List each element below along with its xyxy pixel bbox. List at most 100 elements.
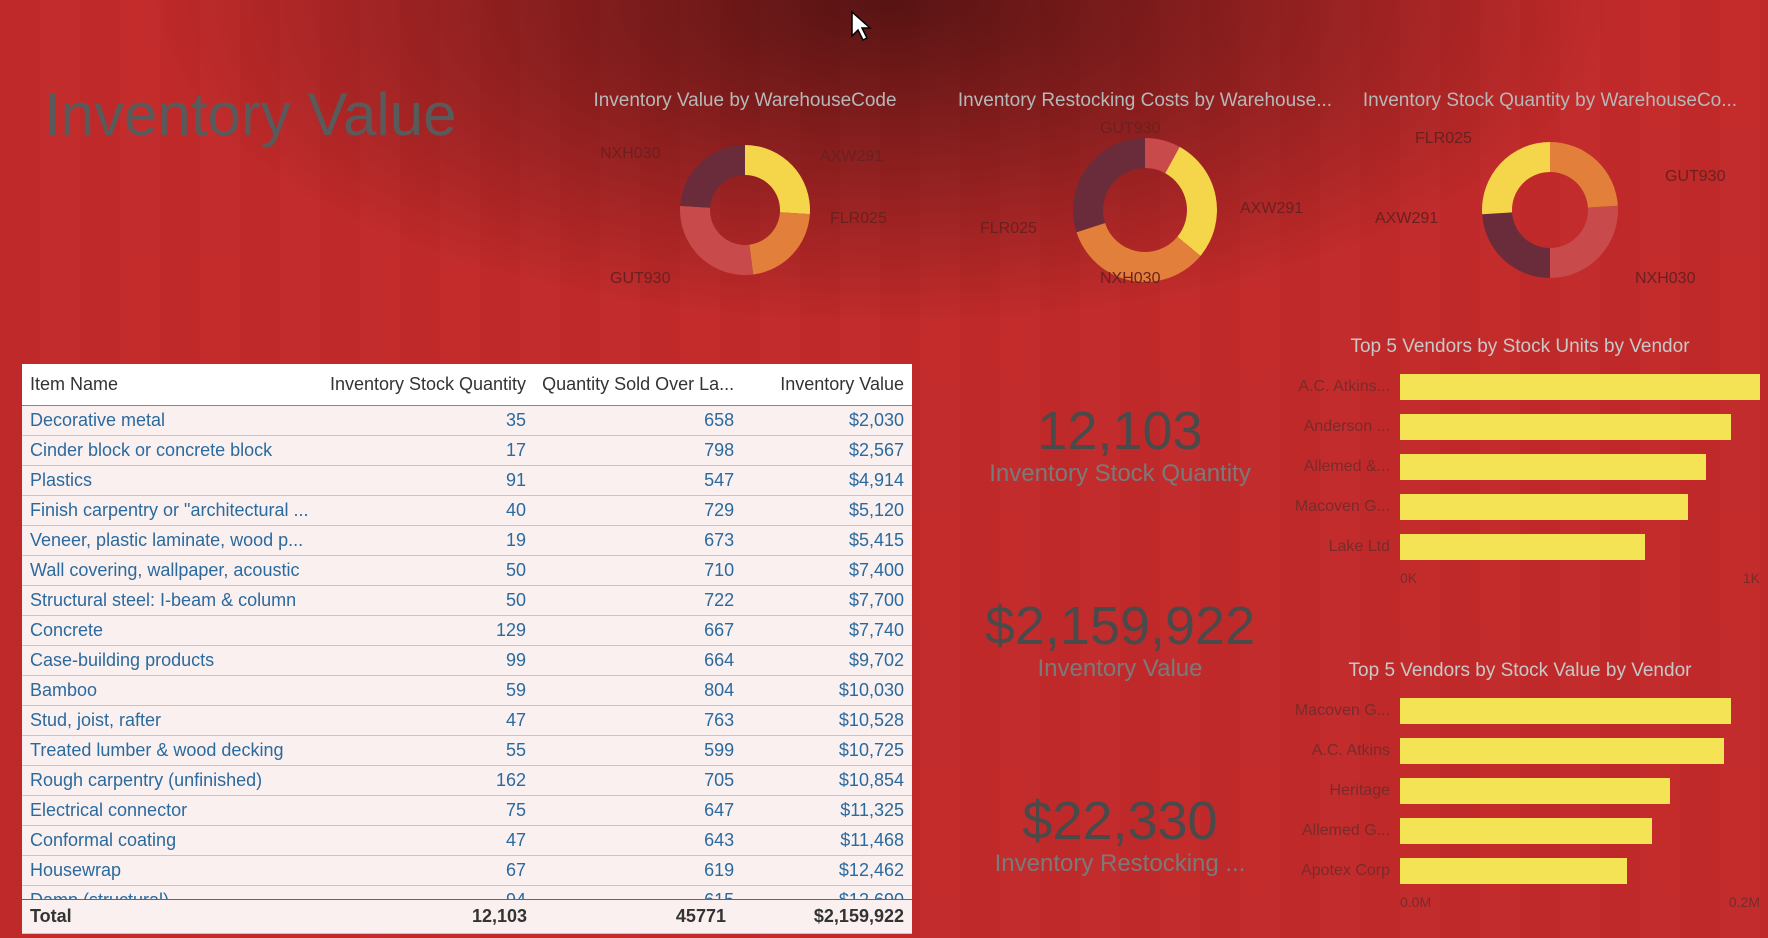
cell-qty-sold: 647 xyxy=(534,796,742,826)
donut-slice-label: FLR025 xyxy=(830,210,887,228)
table-row[interactable]: Cinder block or concrete block17798$2,56… xyxy=(22,436,912,466)
donut-slice[interactable] xyxy=(1550,206,1618,278)
cell-stock-qty: 55 xyxy=(322,736,534,766)
donut-slice-label: FLR025 xyxy=(1415,130,1472,148)
bar-fill xyxy=(1400,414,1731,440)
kpi-qty: 12,103Inventory Stock Quantity xyxy=(960,400,1280,488)
cell-inventory-value: $12,690 xyxy=(742,886,912,900)
table-row[interactable]: Case-building products99664$9,702 xyxy=(22,646,912,676)
cell-qty-sold: 710 xyxy=(534,556,742,586)
cell-inventory-value: $7,740 xyxy=(742,616,912,646)
table-row[interactable]: Wall covering, wallpaper, acoustic50710$… xyxy=(22,556,912,586)
cell-item-name: Finish carpentry or "architectural ... xyxy=(22,496,322,526)
cell-item-name: Case-building products xyxy=(22,646,322,676)
cell-qty-sold: 664 xyxy=(534,646,742,676)
table-row[interactable]: Conformal coating47643$11,468 xyxy=(22,826,912,856)
cell-stock-qty: 47 xyxy=(322,706,534,736)
cell-item-name: Veneer, plastic laminate, wood p... xyxy=(22,526,322,556)
cell-stock-qty: 19 xyxy=(322,526,534,556)
inventory-table-scroll[interactable]: Item NameInventory Stock QuantityQuantit… xyxy=(22,364,912,899)
table-row[interactable]: Structural steel: I-beam & column50722$7… xyxy=(22,586,912,616)
donut-slice[interactable] xyxy=(1165,147,1217,256)
bar-row[interactable]: Heritage xyxy=(1280,774,1760,808)
bar-category-label: Lake Ltd xyxy=(1280,538,1400,556)
donut-slice[interactable] xyxy=(745,145,810,214)
bar-category-label: Apotex Corp xyxy=(1280,862,1400,880)
kpi-value: $22,330 xyxy=(960,790,1280,852)
table-row[interactable]: Decorative metal35658$2,030 xyxy=(22,406,912,436)
bar-row[interactable]: Apotex Corp xyxy=(1280,854,1760,888)
table-row[interactable]: Concrete129667$7,740 xyxy=(22,616,912,646)
donut-slice[interactable] xyxy=(680,206,753,275)
bar-row[interactable]: Allemed &... xyxy=(1280,450,1760,484)
donut-slice-label: GUT930 xyxy=(1665,168,1725,186)
cell-inventory-value: $11,468 xyxy=(742,826,912,856)
donut-slice[interactable] xyxy=(1550,142,1618,208)
table-row[interactable]: Rough carpentry (unfinished)162705$10,85… xyxy=(22,766,912,796)
cell-inventory-value: $4,914 xyxy=(742,466,912,496)
top-vendors-value-chart: Top 5 Vendors by Stock Value by VendorMa… xyxy=(1280,660,1760,910)
table-row[interactable]: Stud, joist, rafter47763$10,528 xyxy=(22,706,912,736)
column-header[interactable]: Item Name xyxy=(22,364,322,406)
donut-slice[interactable] xyxy=(1073,138,1145,232)
cell-item-name: Treated lumber & wood decking xyxy=(22,736,322,766)
table-row[interactable]: Finish carpentry or "architectural ...40… xyxy=(22,496,912,526)
donut-slice[interactable] xyxy=(680,145,745,208)
cell-stock-qty: 129 xyxy=(322,616,534,646)
chart-title: Inventory Stock Quantity by WarehouseCo.… xyxy=(1345,90,1755,112)
donut-slice-label: FLR025 xyxy=(980,220,1037,238)
cell-item-name: Plastics xyxy=(22,466,322,496)
kpi-restock: $22,330Inventory Restocking ... xyxy=(960,790,1280,878)
table-row[interactable]: Treated lumber & wood decking55599$10,72… xyxy=(22,736,912,766)
table-row[interactable]: Plastics91547$4,914 xyxy=(22,466,912,496)
bar-row[interactable]: A.C. Atkins... xyxy=(1280,370,1760,404)
donut-slice[interactable] xyxy=(1482,142,1550,214)
bar-row[interactable]: Lake Ltd xyxy=(1280,530,1760,564)
bar-fill xyxy=(1400,818,1652,844)
kpi-value: $2,159,922 xyxy=(960,595,1280,657)
table-row[interactable]: Damp (structural)94615$12,690 xyxy=(22,886,912,900)
top-vendors-units-chart: Top 5 Vendors by Stock Units by VendorA.… xyxy=(1280,336,1760,586)
bar-fill xyxy=(1400,858,1627,884)
bar-row[interactable]: Macoven G... xyxy=(1280,694,1760,728)
donut-slice[interactable] xyxy=(749,212,809,274)
cell-inventory-value: $5,415 xyxy=(742,526,912,556)
cell-qty-sold: 673 xyxy=(534,526,742,556)
column-header[interactable]: Quantity Sold Over La... xyxy=(534,364,742,406)
table-row[interactable]: Veneer, plastic laminate, wood p...19673… xyxy=(22,526,912,556)
bar-fill xyxy=(1400,534,1645,560)
bar-fill xyxy=(1400,494,1688,520)
bar-category-label: A.C. Atkins... xyxy=(1280,378,1400,396)
bar-category-label: A.C. Atkins xyxy=(1280,742,1400,760)
cell-inventory-value: $2,030 xyxy=(742,406,912,436)
cell-qty-sold: 667 xyxy=(534,616,742,646)
cell-item-name: Rough carpentry (unfinished) xyxy=(22,766,322,796)
bar-row[interactable]: Allemed G... xyxy=(1280,814,1760,848)
cell-qty-sold: 763 xyxy=(534,706,742,736)
table-row[interactable]: Electrical connector75647$11,325 xyxy=(22,796,912,826)
donut-slice-label: AXW291 xyxy=(1240,200,1303,218)
cell-inventory-value: $11,325 xyxy=(742,796,912,826)
cell-stock-qty: 94 xyxy=(322,886,534,900)
cell-item-name: Structural steel: I-beam & column xyxy=(22,586,322,616)
cell-item-name: Damp (structural) xyxy=(22,886,322,900)
bar-row[interactable]: Macoven G... xyxy=(1280,490,1760,524)
cell-inventory-value: $10,528 xyxy=(742,706,912,736)
bar-fill xyxy=(1400,454,1706,480)
donut-slice-label: GUT930 xyxy=(1100,120,1160,138)
cell-inventory-value: $7,400 xyxy=(742,556,912,586)
table-row[interactable]: Bamboo59804$10,030 xyxy=(22,676,912,706)
bar-row[interactable]: A.C. Atkins xyxy=(1280,734,1760,768)
bar-axis: 0.0M0.2M xyxy=(1280,894,1760,910)
column-header[interactable]: Inventory Stock Quantity xyxy=(322,364,534,406)
bar-category-label: Allemed &... xyxy=(1280,458,1400,476)
table-row[interactable]: Housewrap67619$12,462 xyxy=(22,856,912,886)
bar-row[interactable]: Anderson ... xyxy=(1280,410,1760,444)
column-header[interactable]: Inventory Value xyxy=(742,364,912,406)
cell-stock-qty: 67 xyxy=(322,856,534,886)
donut-slice[interactable] xyxy=(1482,212,1550,278)
bar-category-label: Macoven G... xyxy=(1280,498,1400,516)
cell-qty-sold: 547 xyxy=(534,466,742,496)
donut-slice-label: AXW291 xyxy=(1375,210,1438,228)
cell-qty-sold: 798 xyxy=(534,436,742,466)
